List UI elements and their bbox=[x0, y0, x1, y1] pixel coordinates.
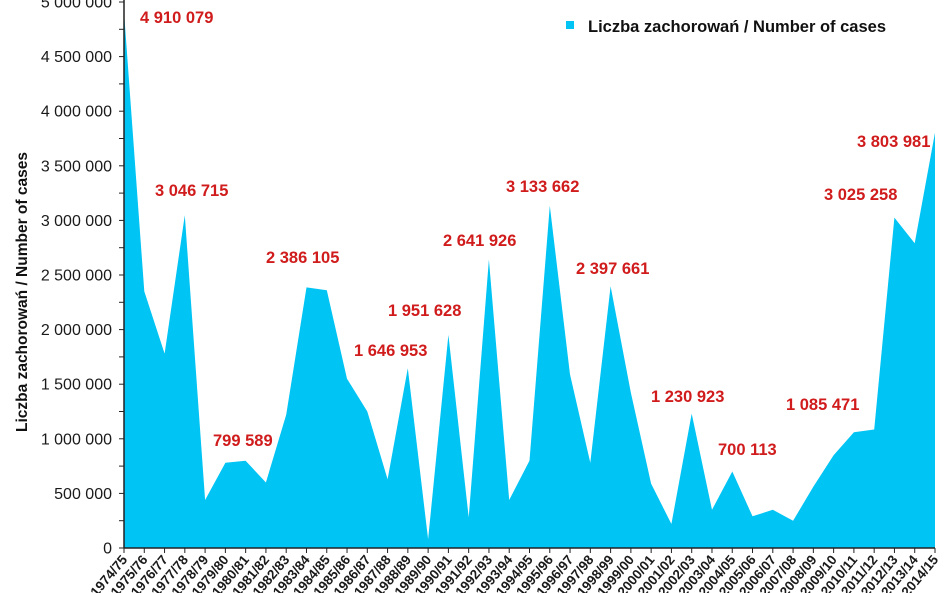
data-value-label: 3 025 258 bbox=[824, 186, 897, 204]
data-value-label: 1 951 628 bbox=[388, 302, 461, 320]
y-axis: 0 500 000 1 000 000 1 500 000 2 000 000 2 500… bbox=[41, 0, 125, 558]
data-value-label: 2 397 661 bbox=[576, 260, 649, 278]
y-tick-label: 2 500 000 bbox=[41, 268, 112, 285]
data-value-label: 2 386 105 bbox=[266, 249, 339, 267]
data-value-label: 1 230 923 bbox=[651, 388, 724, 406]
y-tick-label: 4 000 000 bbox=[41, 104, 112, 121]
data-value-label: 4 910 079 bbox=[140, 9, 213, 27]
data-value-label: 1 646 953 bbox=[354, 342, 427, 360]
y-tick-label: 3 000 000 bbox=[41, 213, 112, 230]
y-tick-label: 2 000 000 bbox=[41, 322, 112, 339]
y-axis-title: Liczba zachorowań / Number of cases bbox=[14, 152, 31, 432]
y-tick-label: 3 500 000 bbox=[41, 158, 112, 175]
data-value-label: 700 113 bbox=[718, 441, 777, 459]
y-tick-label: 4 500 000 bbox=[41, 49, 112, 66]
y-tick-label: 0 bbox=[103, 541, 112, 558]
data-value-label: 799 589 bbox=[213, 432, 273, 450]
y-tick-label: 5 000 000 bbox=[41, 0, 112, 12]
cases-area-series bbox=[124, 11, 935, 549]
y-tick-label: 500 000 bbox=[54, 486, 112, 503]
legend-swatch bbox=[566, 21, 574, 29]
x-axis: 1974/751975/761976/771977/781978/791979/… bbox=[87, 547, 942, 593]
data-value-label: 2 641 926 bbox=[443, 232, 516, 250]
data-value-label: 3 803 981 bbox=[857, 133, 930, 151]
area-fill bbox=[124, 11, 935, 549]
data-value-label: 3 046 715 bbox=[155, 182, 228, 200]
y-tick-label: 1 500 000 bbox=[41, 377, 112, 394]
legend-label: Liczba zachorowań / Number of cases bbox=[588, 18, 886, 36]
data-value-label: 3 133 662 bbox=[506, 178, 579, 196]
legend: Liczba zachorowań / Number of cases bbox=[566, 18, 886, 36]
data-labels: 4 910 079 3 046 715 799 589 2 386 105 1 646 … bbox=[140, 9, 930, 459]
data-value-label: 1 085 471 bbox=[786, 396, 859, 414]
y-tick-label: 1 000 000 bbox=[41, 431, 112, 448]
